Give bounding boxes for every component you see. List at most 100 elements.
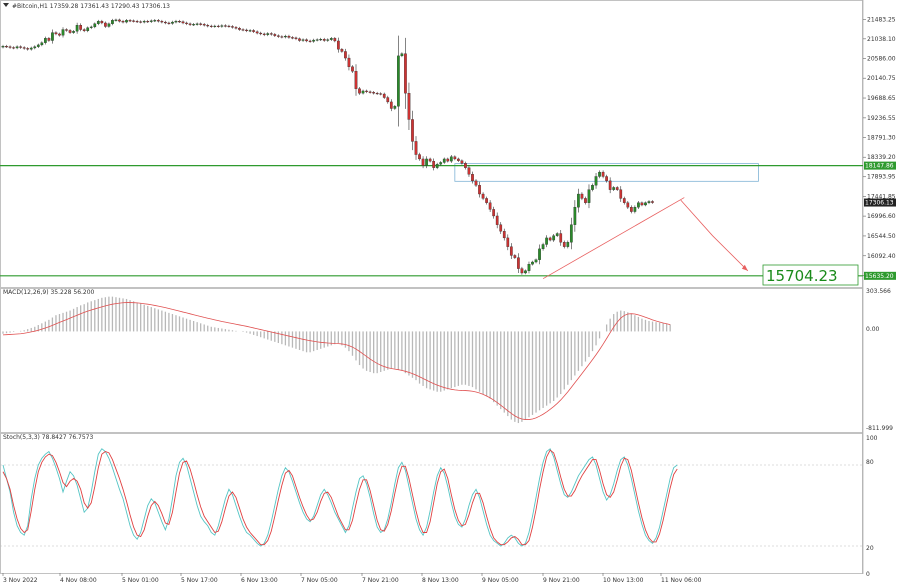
horizontal-levels[interactable]: 18147.86 15635.20 <box>0 161 896 280</box>
candle-body <box>164 21 167 24</box>
candle-body <box>393 106 397 109</box>
candle-body <box>36 44 40 47</box>
candle-body <box>255 31 259 34</box>
candle-body <box>499 224 503 232</box>
stoch-signal-line <box>2 449 678 546</box>
triangle-down-icon[interactable] <box>3 3 9 7</box>
candle-body <box>262 33 266 35</box>
candle-body <box>47 38 51 41</box>
candle-body <box>513 255 517 258</box>
candle-body <box>29 47 33 50</box>
candle-body <box>44 38 47 43</box>
candle-body <box>58 33 61 36</box>
candle-body <box>192 24 195 26</box>
candle-body <box>227 25 231 27</box>
candle-body <box>185 22 188 24</box>
level-price-tag <box>864 161 896 170</box>
candle-body <box>439 162 443 165</box>
candle-body <box>584 198 587 203</box>
candle-body <box>615 187 619 190</box>
time-tick-label: 7 Nov 05:00 <box>301 577 338 584</box>
price-tick-label: 19688.65 <box>867 95 896 102</box>
candle-body <box>629 207 633 212</box>
time-tick-label: 9 Nov 21:00 <box>543 577 580 584</box>
stoch-tick-0: 0 <box>866 571 870 578</box>
stoch-main-line <box>2 448 678 547</box>
candle-body <box>527 264 531 271</box>
candle-body <box>287 35 291 38</box>
arrow-head-icon <box>741 264 748 271</box>
candle-body <box>587 189 591 203</box>
price-panel[interactable] <box>0 0 863 288</box>
candlestick-series <box>1 18 654 275</box>
candle-body <box>608 180 612 190</box>
candle-body <box>368 91 372 93</box>
candle-body <box>269 33 273 35</box>
candle-body <box>125 20 128 23</box>
candle-body <box>545 237 548 245</box>
time-tick-label: 5 Nov 01:00 <box>122 577 159 584</box>
candle-body <box>86 27 90 32</box>
candle-body <box>619 189 623 199</box>
candle-body <box>294 37 298 39</box>
candle-body <box>552 235 556 241</box>
support-trend-line <box>542 197 685 280</box>
candle-body <box>167 22 171 24</box>
candle-body <box>404 53 407 94</box>
current-price-tag <box>864 198 896 207</box>
price-tick-label: 20140.75 <box>867 75 896 82</box>
candle-body <box>453 156 457 160</box>
candle-body <box>114 19 118 21</box>
candle-body <box>8 46 12 48</box>
candle-body <box>305 39 308 42</box>
candle-body <box>312 39 315 42</box>
candle-body <box>89 26 93 28</box>
stoch-tick-100: 100 <box>866 435 878 442</box>
candle-body <box>336 40 340 50</box>
candle-body <box>153 20 157 22</box>
candle-body <box>464 163 467 168</box>
candle-body <box>644 202 647 206</box>
candle-body <box>301 39 305 41</box>
candle-body <box>460 160 464 164</box>
candle-body <box>241 29 245 31</box>
candle-body <box>209 25 213 27</box>
candle-body <box>54 32 58 35</box>
candle-body <box>33 46 37 49</box>
price-tick-label: 17893.95 <box>867 174 896 181</box>
trend-lines[interactable] <box>542 197 749 280</box>
candle-body <box>206 25 210 27</box>
candle-body <box>474 180 478 186</box>
price-axis: 21483.25 21038.10 20586.00 20140.75 19688.65… <box>863 16 896 280</box>
candle-body <box>569 224 573 243</box>
candle-body <box>315 39 319 41</box>
candle-body <box>100 21 104 24</box>
candle-body <box>202 24 206 26</box>
candle-body <box>149 20 153 22</box>
candle-body <box>61 29 65 36</box>
candle-body <box>72 31 75 33</box>
candle-body <box>291 37 294 39</box>
price-tick-label: 16092.40 <box>867 253 896 260</box>
candle-body <box>541 244 545 250</box>
candle-body <box>414 141 418 155</box>
macd-tick-bottom: -811.999 <box>866 425 893 432</box>
candle-body <box>435 164 439 168</box>
candle-body <box>326 39 330 41</box>
candle-body <box>276 35 280 37</box>
target-price-label: 15704.23 <box>766 267 838 285</box>
price-tick-label: 18339.20 <box>867 154 896 161</box>
candle-body <box>322 39 326 41</box>
candle-body <box>397 55 400 107</box>
candle-body <box>298 38 301 41</box>
candle-body <box>601 171 605 177</box>
candle-body <box>121 21 125 23</box>
macd-tick-top: 303.566 <box>866 288 891 295</box>
candle-body <box>524 270 527 274</box>
candle-body <box>442 158 446 163</box>
candle-body <box>432 160 436 168</box>
time-tick-label: 9 Nov 05:00 <box>482 577 519 584</box>
candle-body <box>351 66 354 72</box>
candle-body <box>174 21 178 23</box>
